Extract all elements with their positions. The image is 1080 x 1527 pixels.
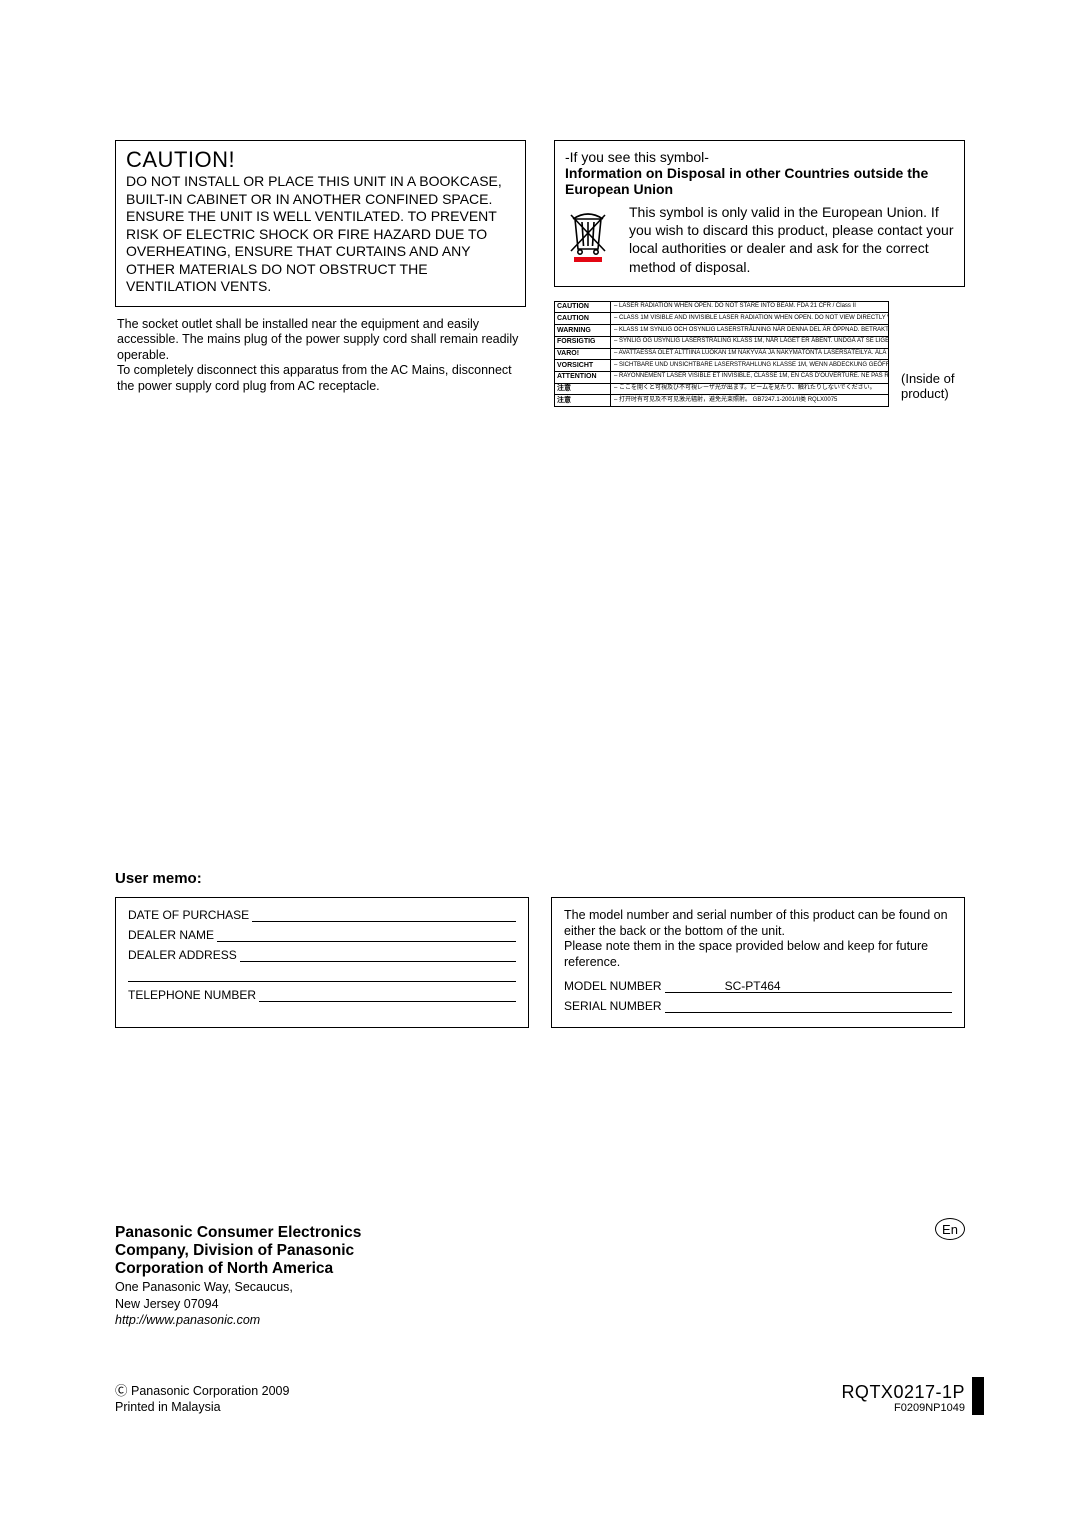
laser-label-key: CAUTION xyxy=(555,302,611,313)
laser-label-key: 注意 xyxy=(555,384,611,395)
symbol-subheading: Information on Disposal in other Countri… xyxy=(565,165,954,197)
laser-label-row: ATTENTION– RAYONNEMENT LASER VISIBLE ET … xyxy=(555,372,888,384)
laser-label-value: – AVATTAESSA OLET ALTTIINA LUOKAN 1M NÄK… xyxy=(611,349,888,360)
memo-box-left: DATE OF PURCHASE DEALER NAME DEALER ADDR… xyxy=(115,897,529,1028)
laser-label-value: – LASER RADIATION WHEN OPEN. DO NOT STAR… xyxy=(611,302,888,313)
laser-label-value: – CLASS 1M VISIBLE AND INVISIBLE LASER R… xyxy=(611,313,888,324)
copyright-text-2: Printed in Malaysia xyxy=(115,1400,221,1414)
symbol-text: This symbol is only valid in the Europea… xyxy=(629,203,954,276)
user-memo-section: User memo: DATE OF PURCHASE DEALER NAME … xyxy=(115,870,965,1028)
copyright-text-1: Panasonic Corporation 2009 xyxy=(131,1384,289,1398)
document-number: RQTX0217-1P xyxy=(841,1382,965,1403)
company-url: http://www.panasonic.com xyxy=(115,1313,965,1327)
laser-label-key: VARO! xyxy=(555,349,611,360)
company-address-2: New Jersey 07094 xyxy=(115,1297,965,1313)
laser-label-row: 注意– ここを開くと可視及び不可視レーザ光が出ます。ビームを見たり、触れたりしな… xyxy=(555,384,888,396)
symbol-row: This symbol is only valid in the Europea… xyxy=(565,203,954,276)
blank-line[interactable] xyxy=(665,999,952,1013)
disposal-symbol-box: -If you see this symbol- Information on … xyxy=(554,140,965,287)
memo-instruction-text: The model number and serial number of th… xyxy=(564,908,952,971)
laser-warning-label: CAUTION– LASER RADIATION WHEN OPEN. DO N… xyxy=(554,301,889,407)
symbol-heading: -If you see this symbol- xyxy=(565,149,954,165)
laser-label-value: – ここを開くと可視及び不可視レーザ光が出ます。ビームを見たり、触れたりしないで… xyxy=(611,384,888,395)
field-model: MODEL NUMBER SC-PT464 xyxy=(564,979,952,993)
laser-label-row: VORSICHT– SICHTBARE UND UNSICHTBARE LASE… xyxy=(555,360,888,372)
bottom-row: Ⓒ Panasonic Corporation 2009 Printed in … xyxy=(115,1382,965,1415)
laser-label-row: CAUTION– CLASS 1M VISIBLE AND INVISIBLE … xyxy=(555,313,888,325)
laser-label-key: 注意 xyxy=(555,395,611,406)
laser-label-row: FORSIGTIG– SYNLIG OG USYNLIG LASERSTRÅLI… xyxy=(555,337,888,349)
company-name-3: Corporation of North America xyxy=(115,1260,965,1278)
blank-line[interactable] xyxy=(252,908,516,922)
model-line[interactable]: SC-PT464 xyxy=(665,979,952,993)
socket-paragraph-2: To completely disconnect this apparatus … xyxy=(115,363,526,394)
laser-label-value: – SYNLIG OG USYNLIG LASERSTRÅLING KLASS … xyxy=(611,337,888,348)
company-block: Panasonic Consumer Electronics Company, … xyxy=(115,1224,965,1327)
laser-label-row: CAUTION– LASER RADIATION WHEN OPEN. DO N… xyxy=(555,302,888,314)
blank-line[interactable] xyxy=(240,948,516,962)
laser-label-row: 注意– 打开时有可见及不可见激光辐射，避免光束照射。 GB7247.1-2001… xyxy=(555,395,888,406)
label-phone: TELEPHONE NUMBER xyxy=(128,988,256,1002)
document-subnumber: F0209NP1049 xyxy=(841,1402,965,1415)
laser-label-value: – 打开时有可见及不可见激光辐射，避免光束照射。 GB7247.1-2001/I… xyxy=(611,395,888,406)
laser-label-row: VARO!– AVATTAESSA OLET ALTTIINA LUOKAN 1… xyxy=(555,349,888,361)
label-address: DEALER ADDRESS xyxy=(128,948,237,962)
user-memo-title: User memo: xyxy=(115,870,965,887)
blank-line[interactable] xyxy=(128,968,516,982)
caution-body: DO NOT INSTALL OR PLACE THIS UNIT IN A B… xyxy=(126,173,515,296)
left-column: CAUTION! DO NOT INSTALL OR PLACE THIS UN… xyxy=(115,140,526,407)
label-serial: SERIAL NUMBER xyxy=(564,999,662,1013)
page-edge-marker xyxy=(972,1377,984,1415)
weee-red-bar xyxy=(574,257,602,262)
label-model: MODEL NUMBER xyxy=(564,979,662,993)
weee-bin-icon xyxy=(565,205,611,268)
label-date: DATE OF PURCHASE xyxy=(128,908,249,922)
caution-title: CAUTION! xyxy=(126,147,515,173)
laser-label-area: CAUTION– LASER RADIATION WHEN OPEN. DO N… xyxy=(554,301,965,407)
caution-box: CAUTION! DO NOT INSTALL OR PLACE THIS UN… xyxy=(115,140,526,307)
field-phone: TELEPHONE NUMBER xyxy=(128,988,516,1002)
top-columns: CAUTION! DO NOT INSTALL OR PLACE THIS UN… xyxy=(115,140,965,407)
field-address: DEALER ADDRESS xyxy=(128,948,516,962)
field-serial: SERIAL NUMBER xyxy=(564,999,952,1013)
blank-line[interactable] xyxy=(259,988,516,1002)
laser-label-value: – SICHTBARE UND UNSICHTBARE LASERSTRAHLU… xyxy=(611,360,888,371)
copyright-block: Ⓒ Panasonic Corporation 2009 Printed in … xyxy=(115,1383,289,1416)
label-dealer: DEALER NAME xyxy=(128,928,214,942)
laser-label-key: VORSICHT xyxy=(555,360,611,371)
inside-of-product-note: (Inside of product) xyxy=(901,371,965,407)
company-name-1: Panasonic Consumer Electronics xyxy=(115,1224,965,1242)
company-name-2: Company, Division of Panasonic xyxy=(115,1242,965,1260)
document-number-block: RQTX0217-1P F0209NP1049 xyxy=(841,1382,965,1415)
laser-label-value: – RAYONNEMENT LASER VISIBLE ET INVISIBLE… xyxy=(611,372,888,383)
laser-label-key: WARNING xyxy=(555,325,611,336)
footer: En Panasonic Consumer Electronics Compan… xyxy=(115,1224,965,1327)
laser-label-row: WARNING– KLASS 1M SYNLIG OCH OSYNLIG LAS… xyxy=(555,325,888,337)
company-address-1: One Panasonic Way, Secaucus, xyxy=(115,1280,965,1296)
field-address-2 xyxy=(128,968,516,982)
laser-label-key: FORSIGTIG xyxy=(555,337,611,348)
socket-paragraph-1: The socket outlet shall be installed nea… xyxy=(115,317,526,364)
right-column: -If you see this symbol- Information on … xyxy=(554,140,965,407)
memo-box-right: The model number and serial number of th… xyxy=(551,897,965,1028)
blank-line[interactable] xyxy=(217,928,516,942)
model-value: SC-PT464 xyxy=(665,979,811,993)
laser-label-key: ATTENTION xyxy=(555,372,611,383)
copyright-symbol: Ⓒ xyxy=(115,1384,128,1398)
laser-label-value: – KLASS 1M SYNLIG OCH OSYNLIG LASERSTRÅL… xyxy=(611,325,888,336)
field-dealer: DEALER NAME xyxy=(128,928,516,942)
laser-label-key: CAUTION xyxy=(555,313,611,324)
field-date: DATE OF PURCHASE xyxy=(128,908,516,922)
memo-row: DATE OF PURCHASE DEALER NAME DEALER ADDR… xyxy=(115,897,965,1028)
